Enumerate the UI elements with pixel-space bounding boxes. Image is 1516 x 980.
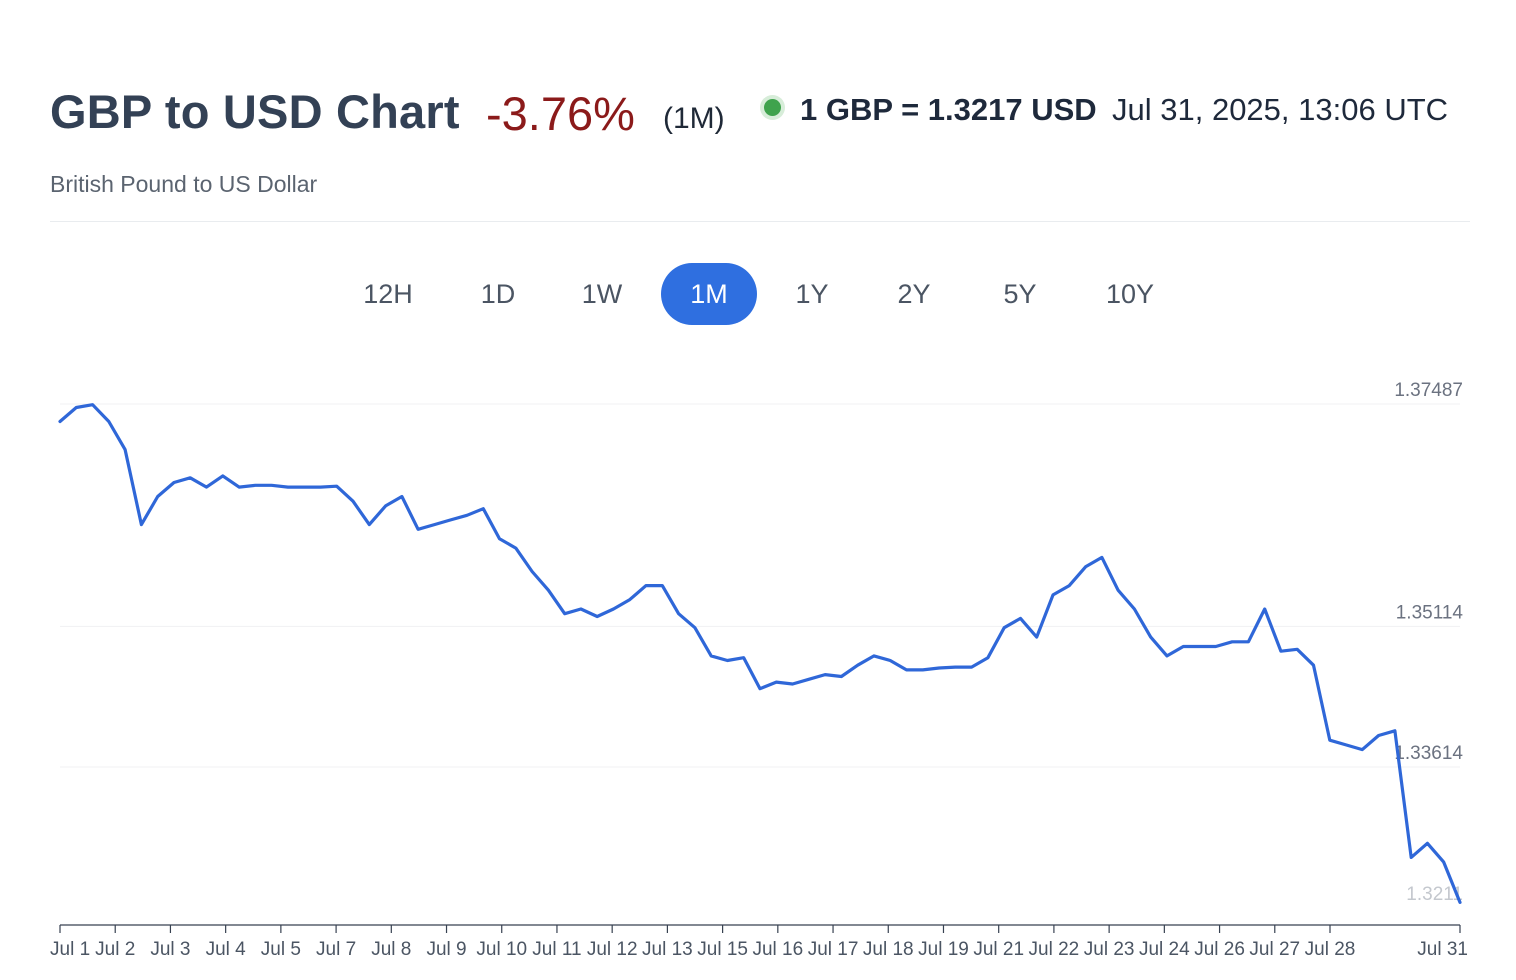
x-tick-label: Jul 12 <box>587 939 638 960</box>
range-tab-1w[interactable]: 1W <box>581 279 623 309</box>
exchange-rate-chart: 1.37487 1.35114 1.33614 1.3211 Jul 1 Jul 2 Jul… <box>50 380 1468 960</box>
x-tick-label: Jul 1 <box>50 939 90 960</box>
y-tick-label: 1.37487 <box>1394 380 1463 401</box>
x-tick-label: Jul 2 <box>95 939 135 960</box>
x-tick-label: Jul 24 <box>1139 939 1190 960</box>
percent-change: -3.76% <box>486 87 635 140</box>
range-tab-1m[interactable]: 1M <box>661 263 757 325</box>
y-tick-label: 1.35114 <box>1396 602 1464 623</box>
chart-header: GBP to USD Chart -3.76% (1M) 1 GBP = 1.3… <box>50 84 1470 144</box>
x-tick-label: Jul 19 <box>918 939 969 960</box>
x-tick-label: Jul 23 <box>1084 939 1135 960</box>
y-tick-label: 1.3211 <box>1406 884 1463 905</box>
page-title: GBP to USD Chart <box>50 85 460 138</box>
range-tab-1d[interactable]: 1D <box>480 279 516 309</box>
x-tick-label: Jul 22 <box>1029 939 1080 960</box>
y-tick-label: 1.33614 <box>1394 743 1463 764</box>
x-tick-label: Jul 21 <box>973 939 1024 960</box>
x-tick-label: Jul 15 <box>697 939 748 960</box>
x-tick-label: Jul 5 <box>261 939 301 960</box>
range-tab-10y[interactable]: 10Y <box>1105 279 1155 309</box>
x-tick-label: Jul 28 <box>1305 939 1356 960</box>
x-tick-label: Jul 11 <box>532 939 581 960</box>
header-divider <box>50 221 1470 222</box>
x-tick-label: Jul 4 <box>206 939 247 960</box>
x-tick-label: Jul 31 <box>1417 939 1468 960</box>
x-tick-label: Jul 18 <box>863 939 914 960</box>
rate-timestamp: Jul 31, 2025, 13:06 UTC <box>1112 92 1449 127</box>
x-tick-label: Jul 7 <box>316 939 356 960</box>
range-tab-2y[interactable]: 2Y <box>897 279 931 309</box>
rate-line <box>58 403 1462 904</box>
page-subtitle: British Pound to US Dollar <box>50 171 318 197</box>
x-tick-label: Jul 26 <box>1194 939 1245 960</box>
range-tab-12h[interactable]: 12H <box>363 279 413 309</box>
x-tick-label: Jul 13 <box>642 939 693 960</box>
x-tick-label: Jul 17 <box>808 939 859 960</box>
live-status-icon <box>764 99 781 116</box>
x-tick-label: Jul 10 <box>476 939 527 960</box>
change-period: (1M) <box>663 102 725 135</box>
x-tick-label: Jul 8 <box>371 939 411 960</box>
range-tab-5y[interactable]: 5Y <box>1003 279 1037 309</box>
x-tick-label: Jul 27 <box>1249 939 1300 960</box>
range-tab-1y[interactable]: 1Y <box>795 279 829 309</box>
current-rate: 1 GBP = 1.3217 USD <box>800 92 1097 127</box>
x-tick-label: Jul 9 <box>426 939 466 960</box>
x-tick-label: Jul 3 <box>150 939 190 960</box>
x-tick-label: Jul 16 <box>752 939 803 960</box>
